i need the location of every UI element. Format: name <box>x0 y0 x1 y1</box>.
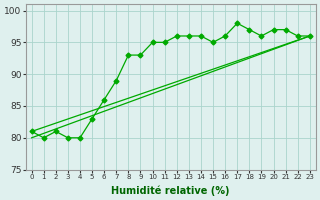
X-axis label: Humidité relative (%): Humidité relative (%) <box>111 185 230 196</box>
